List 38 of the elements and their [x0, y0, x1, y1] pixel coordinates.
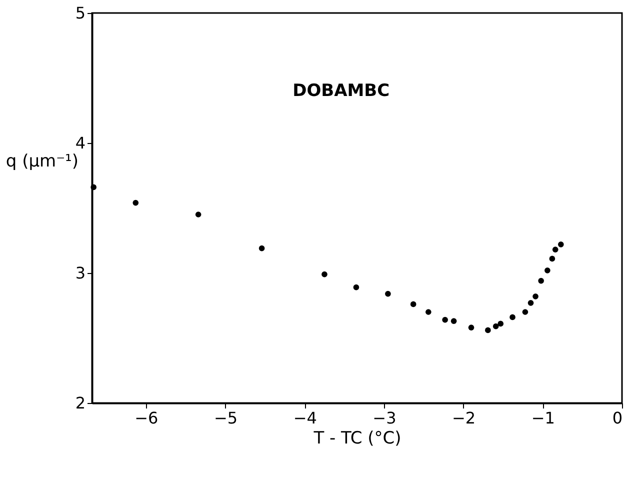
- x-tick-label: −2: [452, 408, 476, 428]
- point: [552, 246, 558, 253]
- point: [195, 212, 202, 218]
- y-tick-label: 2: [75, 394, 86, 412]
- point: [528, 300, 534, 306]
- point: [442, 316, 448, 323]
- x-axis-title: T - TC (°C): [312, 428, 402, 448]
- y-tick-label: 4: [75, 134, 86, 152]
- point: [492, 323, 499, 330]
- point: [90, 184, 96, 190]
- y-tick-label: 3: [75, 264, 86, 282]
- point: [498, 320, 504, 327]
- x-tick-label: −5: [214, 408, 238, 428]
- point: [425, 309, 432, 315]
- point: [485, 327, 491, 334]
- x-tick-label: 0: [612, 408, 622, 428]
- x-tick-label: −4: [293, 408, 317, 428]
- point: [538, 278, 544, 284]
- y-axis-title: q (μm⁻¹): [6, 152, 78, 172]
- x-tick-label: −6: [134, 408, 158, 428]
- point: [353, 284, 360, 290]
- x-tick-label: −3: [372, 408, 396, 428]
- point: [322, 271, 328, 278]
- point: [385, 290, 391, 297]
- point: [522, 309, 528, 315]
- point: [549, 256, 556, 262]
- point: [132, 200, 139, 206]
- y-tick-label: 5: [75, 4, 86, 22]
- point: [558, 241, 564, 248]
- point: [544, 267, 550, 274]
- point: [468, 324, 474, 331]
- point: [450, 318, 457, 324]
- point: [510, 314, 516, 320]
- annotation: DOBAMBC: [292, 81, 390, 101]
- point: [258, 245, 265, 252]
- x-tick-label: −1: [531, 408, 555, 428]
- point: [532, 293, 538, 300]
- point: [410, 301, 416, 308]
